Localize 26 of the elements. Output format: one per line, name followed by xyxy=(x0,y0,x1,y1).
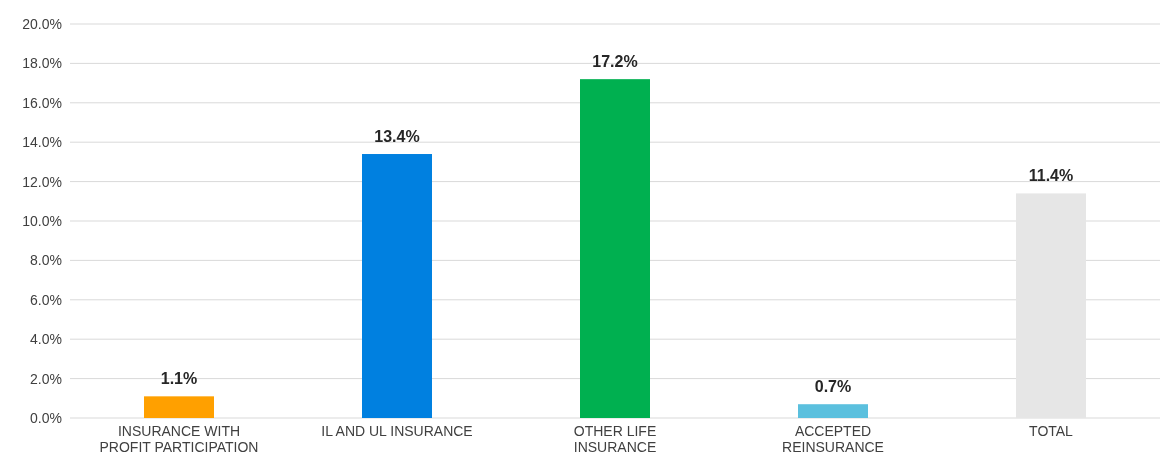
data-label: 17.2% xyxy=(592,53,638,71)
x-tick-label: TOTAL xyxy=(1029,423,1074,439)
y-tick-label: 6.0% xyxy=(30,291,62,308)
y-tick-label: 12.0% xyxy=(22,173,62,190)
bar xyxy=(362,154,432,418)
data-label: 1.1% xyxy=(160,370,198,388)
y-tick-label: 8.0% xyxy=(30,252,62,269)
x-tick-label: ACCEPTED REINSURANCE xyxy=(782,423,884,455)
y-tick-label: 10.0% xyxy=(22,212,62,229)
y-tick-label: 4.0% xyxy=(30,331,62,348)
data-label: 11.4% xyxy=(1028,167,1074,185)
y-tick-label: 14.0% xyxy=(22,134,62,151)
y-tick-label: 20.0% xyxy=(22,15,62,32)
data-label: 0.7% xyxy=(814,378,852,396)
bar xyxy=(1016,193,1086,418)
bar xyxy=(580,79,650,418)
x-tick-label: INSURANCE WITH PROFIT PARTICIPATION xyxy=(99,423,259,455)
bar xyxy=(798,404,868,418)
data-label: 13.4% xyxy=(374,128,420,146)
x-tick-label: OTHER LIFE INSURANCE xyxy=(573,423,657,455)
y-tick-label: 18.0% xyxy=(22,55,62,72)
y-tick-label: 0.0% xyxy=(30,409,62,426)
y-tick-label: 2.0% xyxy=(30,370,62,387)
y-tick-label: 16.0% xyxy=(22,94,62,111)
x-tick-label: IL AND UL INSURANCE xyxy=(321,423,473,439)
bar xyxy=(144,396,214,418)
